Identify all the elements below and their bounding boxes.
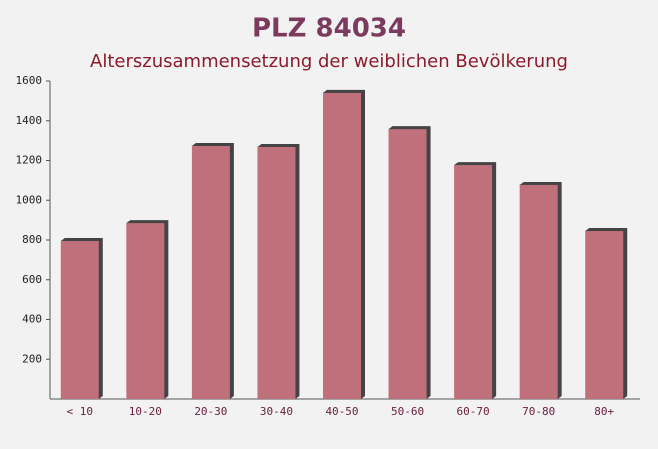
y-tick-label: 800 (22, 233, 42, 246)
y-tick-label: 600 (22, 273, 42, 286)
bar (585, 231, 624, 399)
x-tick-label: < 10 (67, 405, 94, 418)
y-tick-label: 400 (22, 313, 42, 326)
bar (257, 146, 296, 399)
bar (60, 240, 99, 399)
chart-title: PLZ 84034 (252, 14, 406, 44)
chart-subtitle: Alterszusammensetzung der weiblichen Bev… (90, 51, 568, 72)
x-tick-label: 50-60 (391, 405, 424, 418)
x-tick-label: 30-40 (260, 405, 293, 418)
x-tick-label: 10-20 (129, 405, 162, 418)
bar (323, 92, 361, 400)
x-tick-label: 60-70 (457, 405, 490, 418)
y-tick-label: 1600 (16, 74, 43, 87)
x-tick-label: 80+ (594, 405, 614, 418)
bar (454, 165, 493, 399)
y-tick-label: 1200 (16, 154, 43, 167)
bar (191, 145, 230, 399)
bar (388, 129, 427, 399)
y-tick-label: 1400 (16, 114, 43, 127)
x-tick-label: 70-80 (522, 405, 555, 418)
bar (126, 223, 165, 399)
x-tick-label: 40-50 (325, 405, 358, 418)
x-tick-label: 20-30 (194, 405, 227, 418)
y-tick-label: 200 (22, 352, 42, 365)
y-tick-label: 1000 (16, 193, 43, 206)
bar (519, 184, 558, 399)
